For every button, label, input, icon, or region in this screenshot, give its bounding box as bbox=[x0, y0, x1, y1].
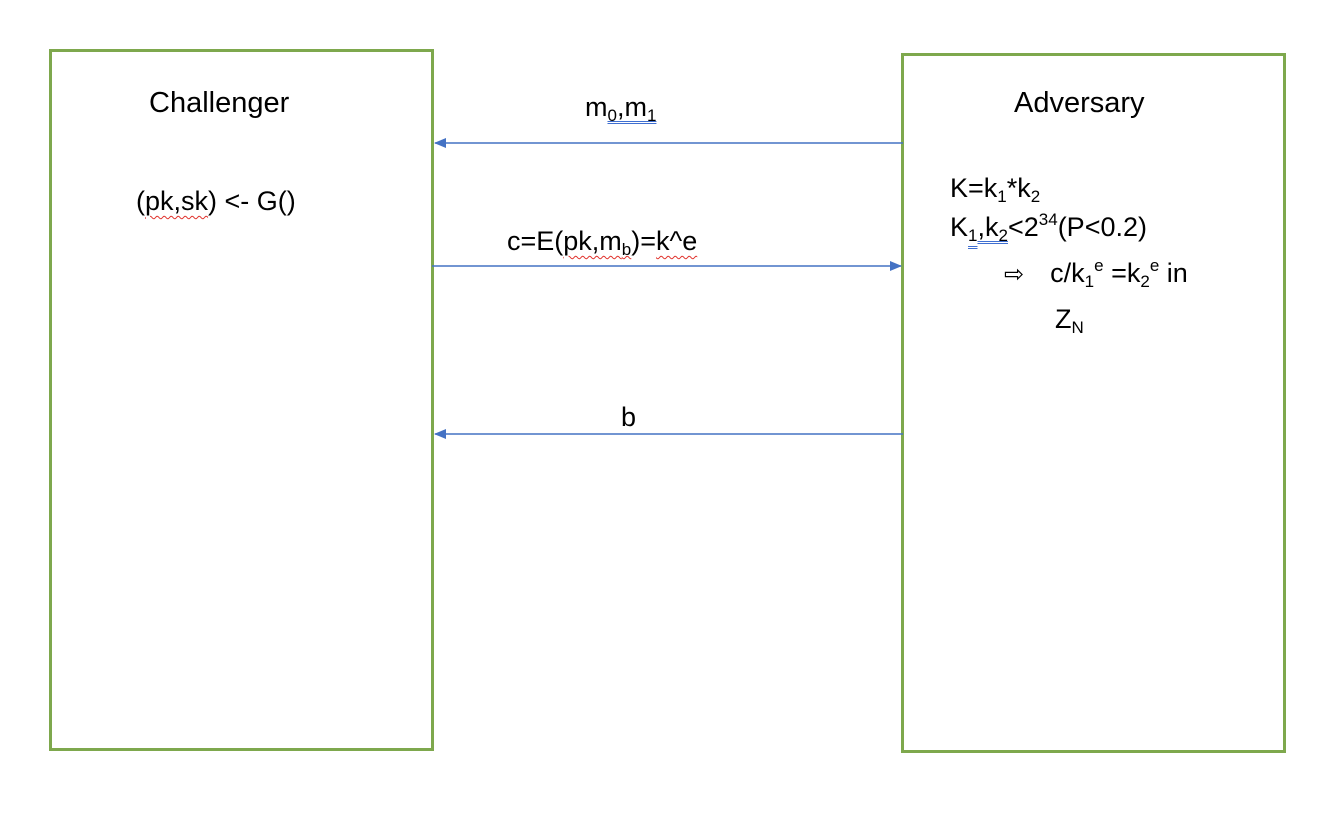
adversary-line-ring: ZN bbox=[1055, 304, 1084, 337]
message-b: b bbox=[621, 402, 637, 432]
challenger-box bbox=[49, 49, 434, 751]
message-m0-m1: m0,m1 bbox=[585, 92, 657, 125]
adversary-title: Adversary bbox=[1014, 87, 1145, 119]
adversary-box bbox=[901, 53, 1286, 753]
challenger-title: Challenger bbox=[149, 87, 290, 119]
message-ciphertext: c=E(pk,mb)=k^e bbox=[507, 226, 698, 259]
adversary-line-implication: ⇨ c/k1e =k2e in bbox=[1004, 256, 1188, 291]
adversary-line-bound: K1,k2<234(P<0.2) bbox=[950, 210, 1147, 245]
implies-arrow-icon: ⇨ bbox=[1004, 261, 1025, 288]
challenger-keygen: (pk,sk) <- G() bbox=[136, 186, 296, 216]
adversary-line-key: K=k1*k2 bbox=[950, 173, 1041, 206]
